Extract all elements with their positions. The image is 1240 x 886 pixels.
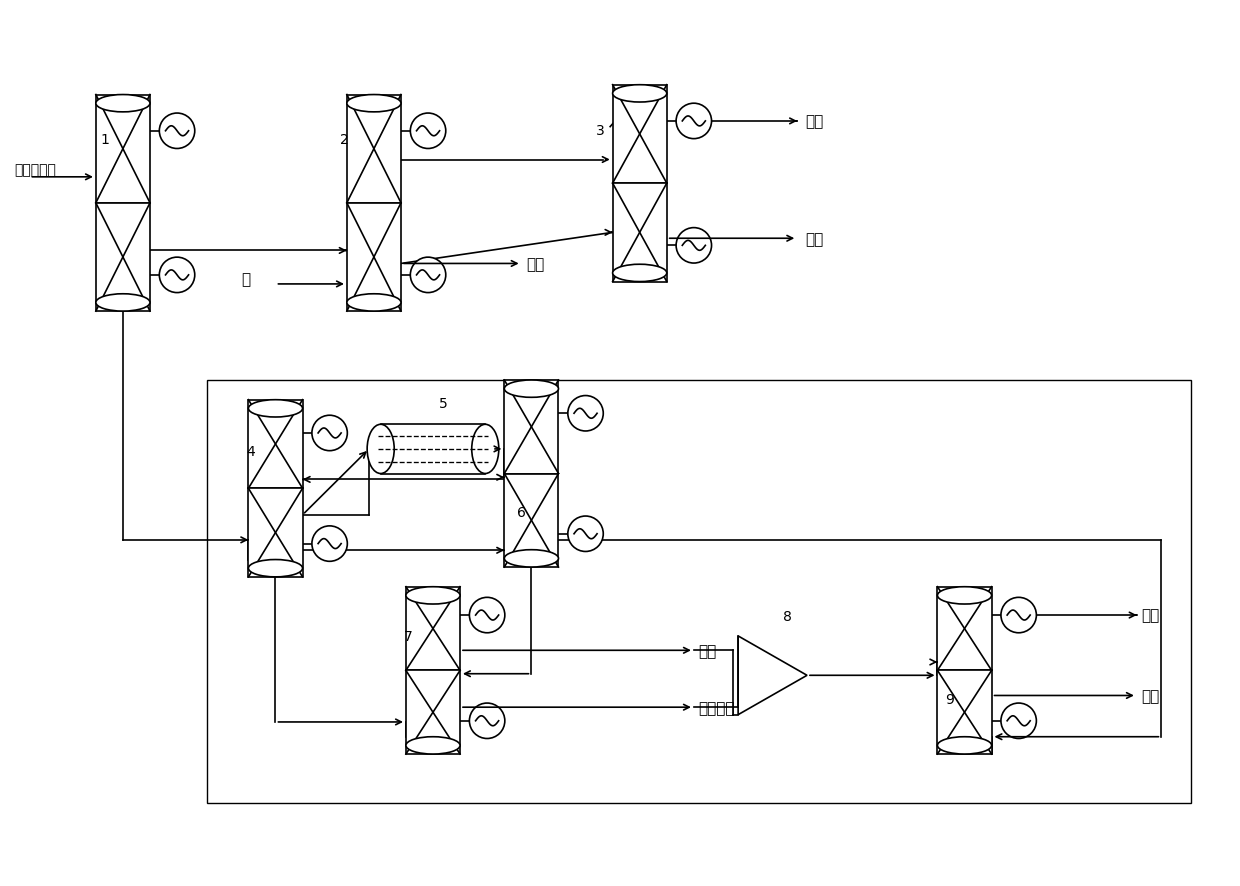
Circle shape xyxy=(410,114,445,150)
Ellipse shape xyxy=(248,400,303,417)
Bar xyxy=(95,204,150,312)
Text: 3: 3 xyxy=(596,123,605,137)
Text: 废水: 废水 xyxy=(805,114,823,129)
Circle shape xyxy=(159,258,195,293)
Circle shape xyxy=(568,396,604,431)
Text: 醋酸: 醋酸 xyxy=(699,643,717,658)
Text: 9: 9 xyxy=(945,693,955,706)
Circle shape xyxy=(568,517,604,552)
Ellipse shape xyxy=(937,587,992,604)
Bar xyxy=(95,96,150,204)
Ellipse shape xyxy=(248,560,303,577)
Ellipse shape xyxy=(95,96,150,113)
Bar xyxy=(347,204,401,312)
Bar xyxy=(405,671,460,754)
Bar xyxy=(347,96,401,204)
Circle shape xyxy=(1001,598,1037,633)
Ellipse shape xyxy=(937,737,992,754)
Bar xyxy=(505,381,558,474)
Text: 7: 7 xyxy=(404,629,413,643)
Text: 丙酮: 丙酮 xyxy=(527,257,544,272)
Ellipse shape xyxy=(347,294,401,312)
Bar xyxy=(505,474,558,567)
Circle shape xyxy=(676,104,712,139)
Circle shape xyxy=(676,229,712,264)
Circle shape xyxy=(312,526,347,562)
Text: 4: 4 xyxy=(247,445,255,459)
Text: 5: 5 xyxy=(439,396,448,410)
Bar xyxy=(405,587,460,671)
Circle shape xyxy=(312,416,347,451)
Ellipse shape xyxy=(95,294,150,312)
Ellipse shape xyxy=(405,737,460,754)
Ellipse shape xyxy=(613,265,667,283)
Ellipse shape xyxy=(347,96,401,113)
Ellipse shape xyxy=(471,424,498,474)
Circle shape xyxy=(410,258,445,293)
Text: 2: 2 xyxy=(340,133,348,147)
Text: 含酸废水: 含酸废水 xyxy=(699,700,735,715)
Ellipse shape xyxy=(505,381,558,398)
Bar xyxy=(248,489,303,577)
Ellipse shape xyxy=(613,86,667,103)
Text: 重杂: 重杂 xyxy=(1142,608,1159,623)
Text: 8: 8 xyxy=(782,610,792,624)
Ellipse shape xyxy=(367,424,394,474)
Bar xyxy=(937,671,992,754)
Bar xyxy=(613,86,667,184)
Bar xyxy=(248,400,303,489)
Text: 甲醇: 甲醇 xyxy=(805,231,823,246)
Bar xyxy=(381,424,485,474)
Text: 1: 1 xyxy=(100,133,109,147)
Circle shape xyxy=(470,703,505,739)
Ellipse shape xyxy=(505,550,558,567)
Text: 糠醛水解液: 糠醛水解液 xyxy=(15,163,57,176)
Ellipse shape xyxy=(405,587,460,604)
Text: 6: 6 xyxy=(517,506,526,520)
Text: 水: 水 xyxy=(241,272,250,287)
Circle shape xyxy=(470,598,505,633)
Bar xyxy=(937,587,992,671)
Text: 糠醛: 糠醛 xyxy=(1142,688,1159,703)
Circle shape xyxy=(1001,703,1037,739)
Bar xyxy=(207,381,1190,804)
Bar xyxy=(613,184,667,283)
Circle shape xyxy=(159,114,195,150)
